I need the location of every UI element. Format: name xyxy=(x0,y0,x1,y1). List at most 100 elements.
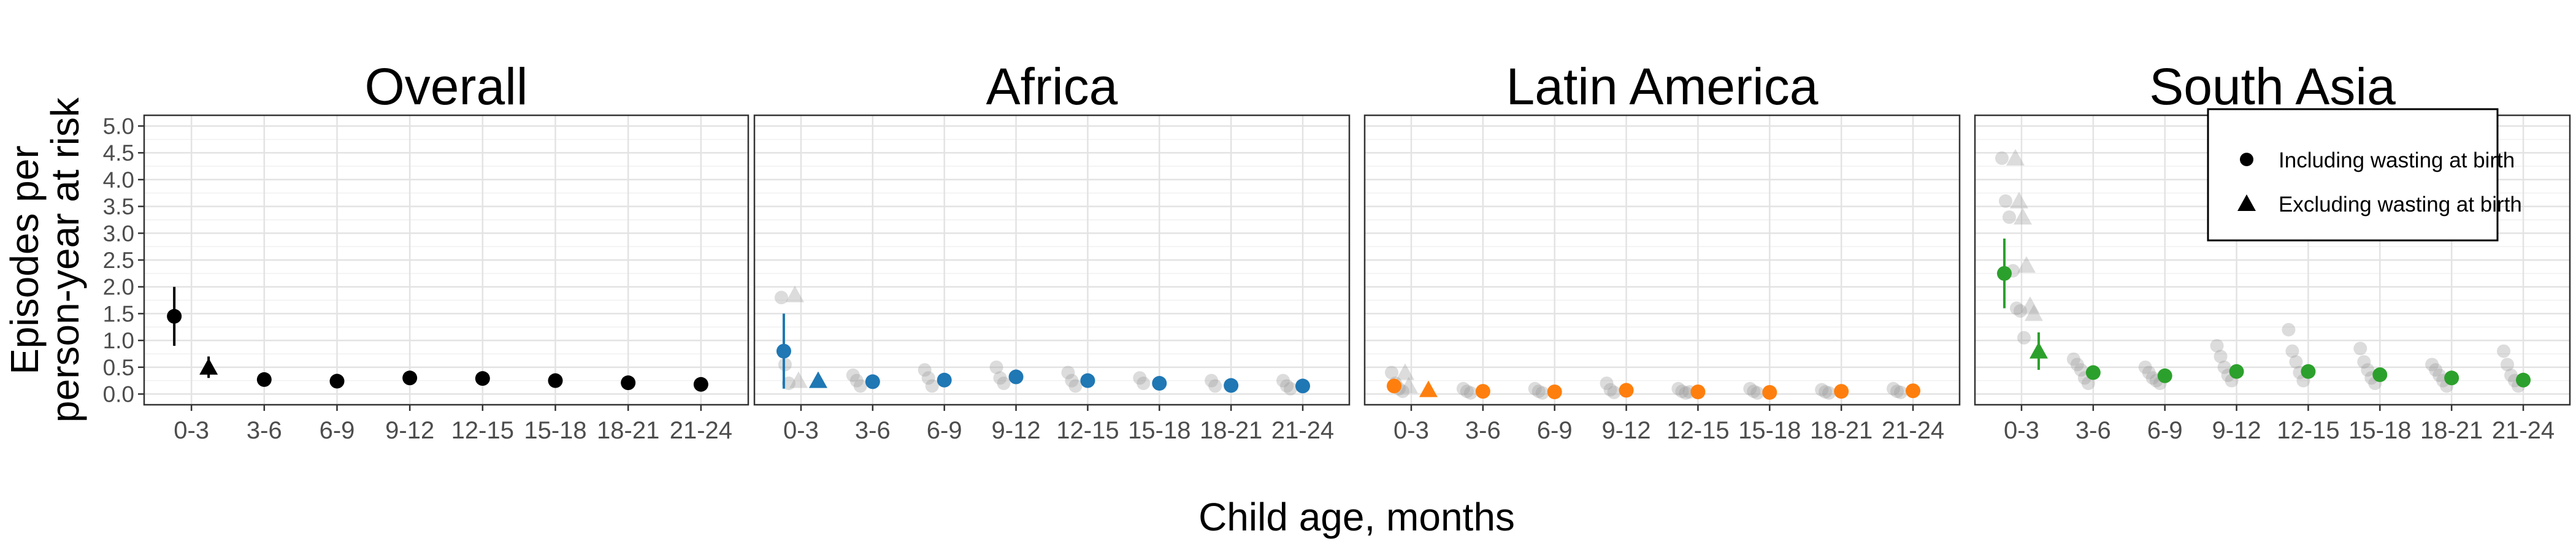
legend-label: Including wasting at birth xyxy=(2279,148,2515,172)
cohort-point-circle xyxy=(1463,386,1478,400)
pooled-point-circle xyxy=(1690,385,1706,400)
cohort-point-circle xyxy=(2210,339,2224,353)
cohort-point-circle xyxy=(2432,368,2447,382)
pooled-point-circle xyxy=(1224,378,1239,393)
pooled-point-circle xyxy=(167,308,182,324)
cohort-point-circle xyxy=(1671,381,1685,396)
cohort-point-circle xyxy=(2289,355,2303,369)
cohort-point-circle xyxy=(2066,352,2080,366)
pooled-point-triangle xyxy=(808,371,827,388)
cohort-point-circle xyxy=(989,360,1003,374)
legend: Including wasting at birth Excluding wast… xyxy=(2207,108,2522,242)
cohort-point-circle xyxy=(2138,360,2152,374)
y-tick-label: 3.0 xyxy=(103,221,134,246)
panel-border xyxy=(753,114,1351,406)
cohort-point-circle xyxy=(1456,381,1470,396)
cohort-point-circle xyxy=(2282,323,2296,337)
cohort-point-circle xyxy=(2002,210,2016,224)
x-tick-label: 15-18 xyxy=(1738,417,1801,444)
x-tick-label: 3-6 xyxy=(247,417,282,444)
x-tick-label: 6-9 xyxy=(1537,417,1573,444)
cohort-point-circle xyxy=(1894,385,1908,399)
x-tick-label: 6-9 xyxy=(2147,417,2183,444)
cohort-point-circle xyxy=(2009,301,2023,315)
x-tick-label: 21-24 xyxy=(2492,417,2555,444)
cohort-point-circle xyxy=(1068,379,1083,393)
pooled-point-circle xyxy=(937,372,952,388)
panel-title: Overall xyxy=(364,58,527,115)
pooled-point-circle xyxy=(2229,364,2244,379)
cohort-point-circle xyxy=(1603,383,1617,397)
cohort-point-circle xyxy=(2081,377,2095,391)
x-axis-label: Child age, months xyxy=(1198,495,1515,539)
pooled-point-circle xyxy=(1080,373,1095,388)
y-axis-label: Episodes perperson-year at risk xyxy=(2,97,87,423)
cohort-point-circle xyxy=(849,373,864,388)
pooled-point-circle xyxy=(2157,368,2172,383)
y-tick-label: 2.0 xyxy=(103,275,134,300)
cohort-point-circle xyxy=(2074,363,2088,377)
x-tick-label: 3-6 xyxy=(855,417,891,444)
x-tick-label: 15-18 xyxy=(2348,417,2411,444)
y-axis-label-line: Episodes per xyxy=(2,145,47,375)
cohort-point-circle xyxy=(1137,377,1151,391)
cohort-point-circle xyxy=(1600,377,1614,391)
cohort-point-circle xyxy=(1607,385,1621,399)
cohort-point-circle xyxy=(853,379,867,393)
pooled-point-circle xyxy=(865,374,880,389)
x-tick-label: 12-15 xyxy=(1666,417,1729,444)
x-tick-label: 6-9 xyxy=(320,417,355,444)
x-tick-label: 12-15 xyxy=(1056,417,1119,444)
cohort-point-circle xyxy=(1822,386,1836,400)
cohort-point-circle xyxy=(2217,360,2231,374)
cohort-point-circle xyxy=(925,379,939,393)
cohort-point-circle xyxy=(1065,373,1079,388)
y-tick-label: 4.5 xyxy=(103,140,134,166)
y-tick-label: 0.0 xyxy=(103,382,134,407)
cohort-point-circle xyxy=(2145,371,2160,385)
x-tick-label: 18-21 xyxy=(2420,417,2483,444)
cohort-point-circle xyxy=(1133,371,1147,385)
x-tick-label: 0-3 xyxy=(174,417,209,444)
cohort-point-triangle xyxy=(2020,296,2039,313)
pooled-point-circle xyxy=(1475,384,1490,399)
cohort-point-circle xyxy=(2017,331,2031,345)
y-tick-label: 5.0 xyxy=(103,113,134,139)
cohort-point-circle xyxy=(774,291,788,305)
cohort-point-circle xyxy=(1528,381,1542,396)
pooled-point-circle xyxy=(2516,372,2531,388)
pooled-point-circle xyxy=(475,371,490,386)
cohort-point-circle xyxy=(1819,385,1833,399)
cohort-point-circle xyxy=(1535,386,1549,400)
pooled-point-circle xyxy=(1996,266,2012,281)
pooled-point-circle xyxy=(256,372,272,387)
cohort-point-circle xyxy=(1531,385,1546,399)
x-tick-label: 0-3 xyxy=(1393,417,1429,444)
legend-triangle-icon xyxy=(2237,194,2256,211)
x-tick-label: 9-12 xyxy=(385,417,434,444)
cohort-point-triangle xyxy=(2006,148,2025,166)
cohort-point-circle xyxy=(2361,363,2375,377)
cohort-point-triangle xyxy=(789,371,808,388)
legend-box xyxy=(2207,108,2499,242)
x-tick-label: 0-3 xyxy=(2004,417,2039,444)
x-tick-label: 9-12 xyxy=(992,417,1041,444)
cohort-point-circle xyxy=(1743,381,1757,396)
cohort-point-circle xyxy=(2070,358,2084,372)
y-tick-label: 0.5 xyxy=(103,355,134,380)
x-tick-label: 3-6 xyxy=(2076,417,2111,444)
pooled-point-circle xyxy=(776,343,791,359)
x-tick-label: 12-15 xyxy=(2277,417,2339,444)
x-tick-label: 12-15 xyxy=(451,417,514,444)
pooled-point-circle xyxy=(402,370,418,386)
x-tick-label: 15-18 xyxy=(1128,417,1190,444)
x-tick-label: 15-18 xyxy=(524,417,586,444)
pooled-point-circle xyxy=(1295,378,1311,394)
cohort-point-circle xyxy=(918,363,932,377)
cohort-point-circle xyxy=(2357,355,2371,369)
cohort-point-circle xyxy=(2425,358,2439,372)
cohort-point-circle xyxy=(2142,366,2156,380)
y-tick-label: 1.5 xyxy=(103,301,134,326)
